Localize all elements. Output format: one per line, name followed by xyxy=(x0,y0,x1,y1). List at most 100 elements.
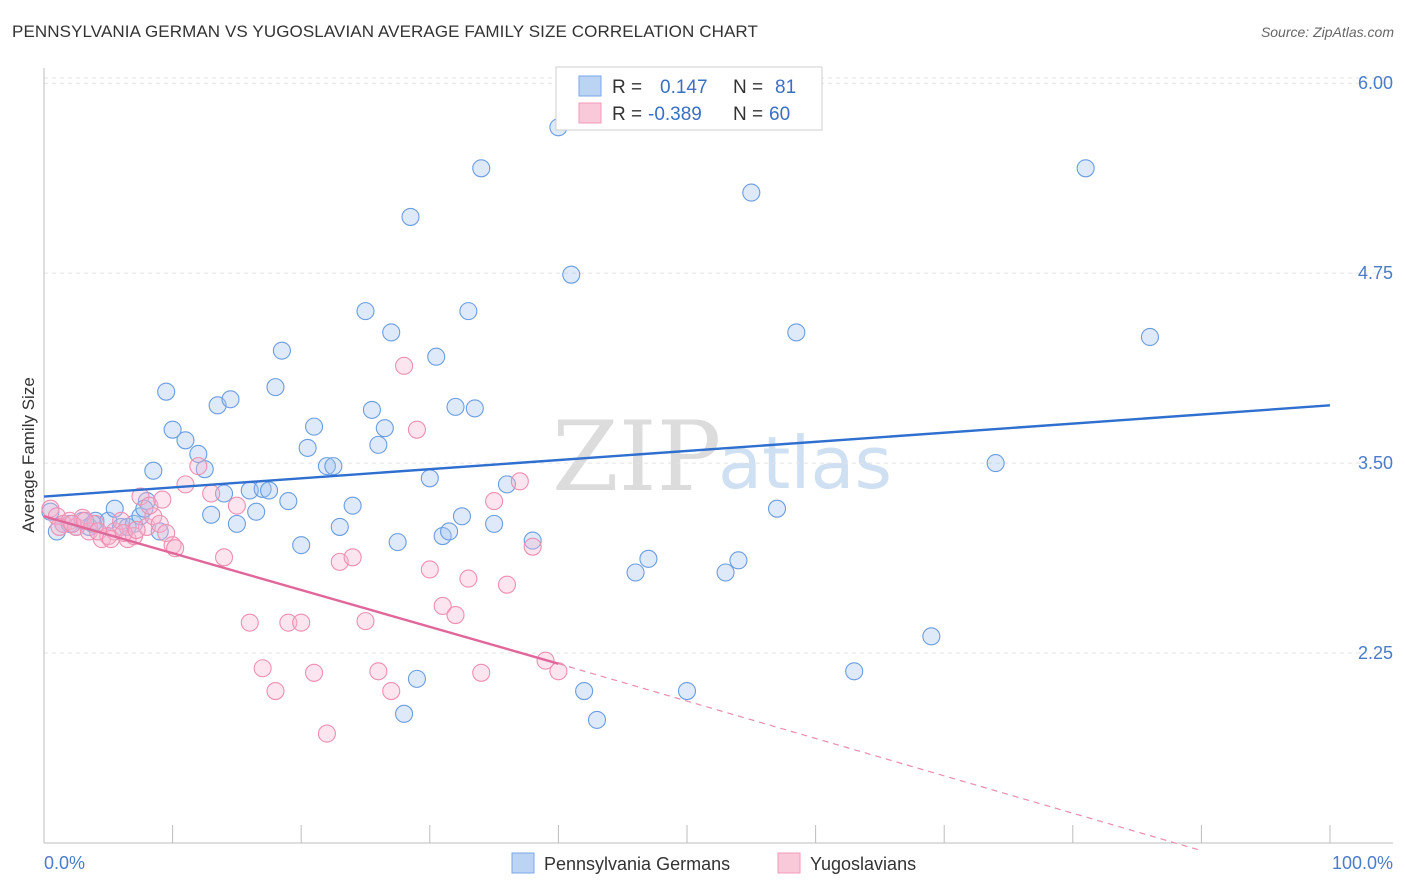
series-legend-label-1: Pennsylvania Germans xyxy=(544,854,730,874)
data-point-yugoslavians xyxy=(510,472,529,491)
data-point-yugoslavians xyxy=(253,659,272,678)
data-point-pennsylvania-germans xyxy=(767,499,787,518)
legend-r-value-1: 0.147 xyxy=(660,77,708,98)
data-point-pennsylvania-germans xyxy=(922,627,941,646)
legend-r-label-2: R = xyxy=(612,104,642,125)
data-point-pennsylvania-germans xyxy=(420,469,439,488)
data-point-yugoslavians xyxy=(279,613,298,632)
watermark-zip: ZIP xyxy=(552,401,721,513)
data-point-pennsylvania-germans xyxy=(787,323,806,342)
data-point-yugoslavians xyxy=(343,548,362,567)
grid-lines xyxy=(44,77,1393,654)
data-point-yugoslavians xyxy=(127,520,146,540)
legend-n-value-2: 60 xyxy=(769,104,790,125)
data-point-pennsylvania-germans xyxy=(272,341,291,360)
data-point-yugoslavians xyxy=(227,496,246,515)
source-label: Source: ZipAtlas.com xyxy=(1260,24,1394,40)
data-point-pennsylvania-germans xyxy=(575,681,594,701)
x-tick-min: 0.0% xyxy=(44,853,85,873)
data-point-pennsylvania-germans xyxy=(324,457,343,476)
legend-r-value-2: -0.389 xyxy=(648,104,702,125)
legend-n-label-1: N = xyxy=(733,77,763,98)
y-tick-label: 2.25 xyxy=(1358,643,1393,663)
data-point-yugoslavians xyxy=(214,548,234,567)
data-point-yugoslavians xyxy=(144,507,163,526)
trend-lines xyxy=(43,404,1331,852)
data-point-pennsylvania-germans xyxy=(163,420,182,439)
data-point-pennsylvania-germans xyxy=(626,563,645,582)
data-point-yugoslavians xyxy=(446,606,465,625)
data-point-pennsylvania-germans xyxy=(677,681,697,701)
data-point-yugoslavians xyxy=(549,662,568,681)
stats-legend: R = 0.147 N = 81 R = -0.389 N = 60 xyxy=(555,66,823,131)
series-legend-swatch-2 xyxy=(777,852,801,874)
data-point-pennsylvania-germans xyxy=(305,417,324,436)
data-point-pennsylvania-germans xyxy=(375,419,394,438)
x-tick-max: 100.0% xyxy=(1332,853,1393,873)
data-point-pennsylvania-germans xyxy=(247,502,266,521)
data-points xyxy=(41,118,1160,743)
y-tick-label: 6.00 xyxy=(1358,73,1393,93)
data-point-yugoslavians xyxy=(76,511,95,530)
data-point-yugoslavians xyxy=(433,596,452,615)
y-tick-label: 3.50 xyxy=(1358,453,1393,473)
data-point-yugoslavians xyxy=(189,457,208,476)
data-point-pennsylvania-germans xyxy=(395,704,414,723)
data-point-pennsylvania-germans xyxy=(845,662,864,681)
data-point-yugoslavians xyxy=(356,612,375,631)
chart-title: PENNSYLVANIA GERMAN VS YUGOSLAVIAN AVERA… xyxy=(12,22,758,41)
data-point-yugoslavians xyxy=(292,613,311,632)
data-point-pennsylvania-germans xyxy=(639,549,658,568)
data-point-pennsylvania-germans xyxy=(459,302,478,321)
data-point-pennsylvania-germans xyxy=(369,435,388,454)
data-point-pennsylvania-germans xyxy=(356,302,375,321)
data-point-pennsylvania-germans xyxy=(227,514,246,533)
data-point-pennsylvania-germans xyxy=(523,531,542,550)
data-point-pennsylvania-germans xyxy=(1140,327,1160,347)
data-point-pennsylvania-germans xyxy=(407,669,426,688)
data-point-pennsylvania-germans xyxy=(452,507,472,526)
data-point-pennsylvania-germans xyxy=(362,400,381,419)
data-point-pennsylvania-germans xyxy=(485,514,504,533)
data-point-yugoslavians xyxy=(266,681,285,701)
y-axis-label: Average Family Size xyxy=(19,377,38,533)
data-point-pennsylvania-germans xyxy=(343,496,362,515)
data-point-yugoslavians xyxy=(407,420,426,439)
data-point-yugoslavians xyxy=(497,575,517,594)
data-point-yugoslavians xyxy=(150,514,169,533)
data-point-pennsylvania-germans xyxy=(298,438,317,457)
series-legend: Pennsylvania Germans Yugoslavians xyxy=(511,852,916,874)
data-point-yugoslavians xyxy=(153,490,172,509)
data-point-yugoslavians xyxy=(369,662,388,681)
data-point-pennsylvania-germans xyxy=(330,517,349,536)
data-point-pennsylvania-germans xyxy=(157,382,176,401)
data-point-pennsylvania-germans xyxy=(292,536,311,555)
data-point-yugoslavians xyxy=(305,663,324,682)
data-point-yugoslavians xyxy=(395,356,414,375)
trend-line-yugoslavians xyxy=(43,515,559,665)
data-point-pennsylvania-germans xyxy=(440,522,459,541)
data-point-yugoslavians xyxy=(202,484,221,503)
data-point-yugoslavians xyxy=(382,681,401,701)
data-point-pennsylvania-germans xyxy=(266,378,285,397)
data-point-pennsylvania-germans xyxy=(1076,159,1095,178)
data-point-pennsylvania-germans xyxy=(259,481,279,500)
data-point-pennsylvania-germans xyxy=(472,159,491,178)
data-point-pennsylvania-germans xyxy=(716,563,735,582)
data-point-pennsylvania-germans xyxy=(317,457,336,476)
data-point-yugoslavians xyxy=(317,724,336,743)
legend-n-label-2: N = xyxy=(733,104,763,125)
data-point-pennsylvania-germans xyxy=(214,484,234,503)
data-point-pennsylvania-germans xyxy=(279,492,298,511)
legend-n-value-1: 81 xyxy=(775,77,796,98)
data-point-pennsylvania-germans xyxy=(465,399,484,418)
data-point-pennsylvania-germans xyxy=(427,347,446,366)
data-point-pennsylvania-germans xyxy=(382,323,401,342)
data-point-pennsylvania-germans xyxy=(587,710,607,729)
data-point-yugoslavians xyxy=(176,475,195,494)
data-point-pennsylvania-germans xyxy=(986,454,1005,473)
axes: 2.25 3.50 4.75 6.00 xyxy=(43,68,1393,844)
series-legend-swatch-1 xyxy=(511,852,535,874)
legend-r-label-1: R = xyxy=(612,77,642,98)
